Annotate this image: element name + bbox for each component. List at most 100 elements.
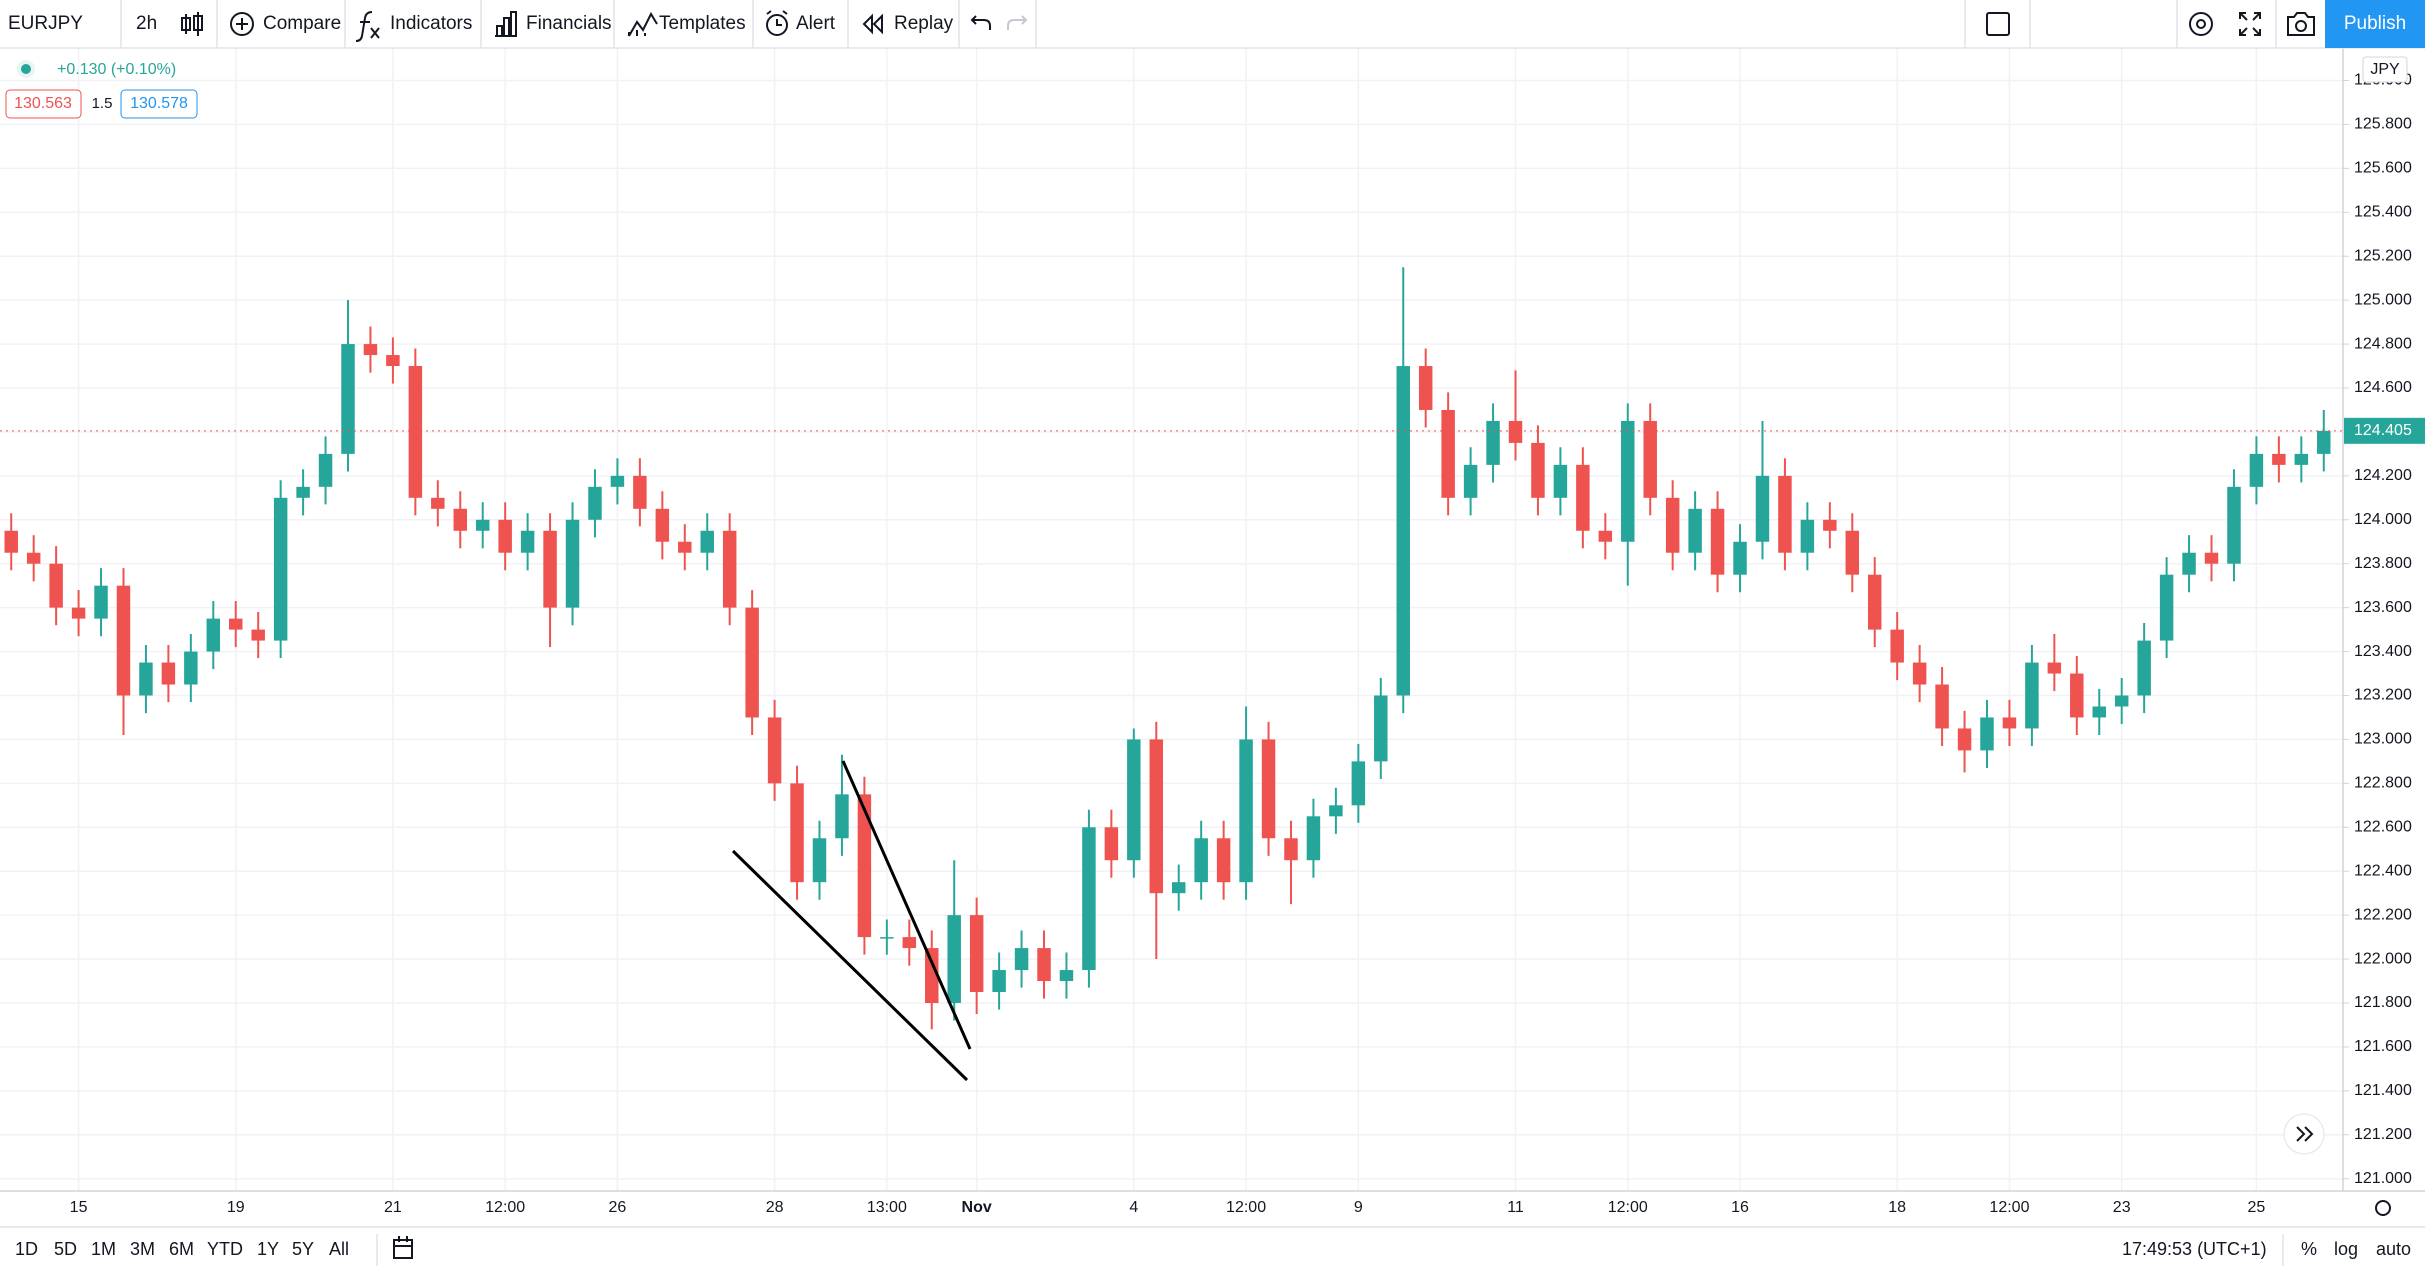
settings-icon[interactable] xyxy=(2189,12,2213,36)
candle-body xyxy=(1890,629,1904,663)
range-button[interactable]: 6M xyxy=(169,1239,194,1259)
candle-body xyxy=(2317,430,2331,454)
interval[interactable]: 2h xyxy=(136,13,157,34)
candle-body xyxy=(1912,662,1927,685)
candle-body xyxy=(1306,816,1321,861)
undo-icon[interactable] xyxy=(970,15,991,30)
x-tick-label: 21 xyxy=(384,1199,402,1216)
trend-line[interactable] xyxy=(731,849,969,1082)
buy-box[interactable] xyxy=(120,89,198,119)
log-toggle[interactable]: log xyxy=(2334,1239,2358,1259)
redo-icon[interactable] xyxy=(1007,15,1028,30)
x-tick-label: 12:00 xyxy=(1608,1199,1648,1216)
alert-icon[interactable] xyxy=(766,14,788,36)
candle-body xyxy=(71,607,86,619)
x-tick-label: 15 xyxy=(70,1199,88,1216)
candle-body xyxy=(947,915,961,1003)
y-tick-label: 123.600 xyxy=(2354,599,2412,616)
range-button[interactable]: All xyxy=(329,1239,349,1259)
candle-body xyxy=(1733,541,1747,575)
x-tick-label: 9 xyxy=(1354,1199,1363,1216)
sell-price[interactable]: 130.563 xyxy=(14,95,72,112)
candle-body xyxy=(1823,519,1837,531)
candle-body xyxy=(2227,486,2241,564)
indicators-button[interactable]: Indicators xyxy=(390,13,472,34)
camera-icon[interactable] xyxy=(2287,12,2315,36)
candle-body xyxy=(835,794,849,839)
candle-body xyxy=(1239,739,1253,883)
range-button[interactable]: 5D xyxy=(54,1239,77,1259)
candle-body xyxy=(408,366,423,498)
x-tick-label: 28 xyxy=(766,1199,784,1216)
compare-icon[interactable] xyxy=(230,12,254,36)
layout-icon[interactable] xyxy=(1986,12,2010,36)
chart-type-icon[interactable] xyxy=(181,12,203,36)
y-tick-label: 123.800 xyxy=(2354,555,2412,572)
x-tick-label: 23 xyxy=(2113,1199,2131,1216)
candle-body xyxy=(1868,574,1882,630)
replay-button[interactable]: Replay xyxy=(894,13,954,34)
candle-body xyxy=(94,585,108,619)
candle-body xyxy=(1845,530,1860,575)
candle-body xyxy=(1980,717,1994,751)
candle-body xyxy=(2159,574,2174,641)
templates-button[interactable]: Templates xyxy=(659,13,746,34)
goto-date-icon[interactable] xyxy=(393,1236,413,1259)
candle-body xyxy=(1104,827,1119,861)
candle-body xyxy=(745,607,759,718)
publish-button[interactable] xyxy=(2325,0,2425,48)
financials-button[interactable]: Financials xyxy=(526,13,612,34)
clock: 17:49:53 (UTC+1) xyxy=(2122,1239,2267,1259)
candle-body xyxy=(1441,409,1455,498)
candle-body xyxy=(1621,420,1635,542)
sell-box[interactable] xyxy=(5,89,82,119)
candle-body xyxy=(341,344,355,454)
alert-button[interactable]: Alert xyxy=(796,13,836,34)
range-button[interactable]: 5Y xyxy=(292,1239,314,1259)
candle-body xyxy=(139,662,153,696)
candle-body xyxy=(475,519,490,531)
replay-icon[interactable] xyxy=(862,13,883,35)
candle-body xyxy=(1665,497,1680,553)
publish-label[interactable]: Publish xyxy=(2344,13,2406,34)
candle-body xyxy=(2294,453,2309,465)
templates-icon[interactable] xyxy=(628,11,658,37)
candle-body xyxy=(1508,420,1523,443)
symbol[interactable]: EURJPY xyxy=(8,13,83,34)
range-button[interactable]: 3M xyxy=(130,1239,155,1259)
candle-body xyxy=(2182,552,2196,575)
candle-body xyxy=(1778,475,1792,553)
indicators-icon[interactable] xyxy=(355,11,380,42)
y-tick-label: 125.200 xyxy=(2354,247,2412,264)
candle-body xyxy=(678,541,692,553)
candle-body xyxy=(633,475,647,509)
gear-icon[interactable] xyxy=(2375,1200,2391,1216)
candle-body xyxy=(2002,717,2017,729)
axis-settings[interactable] xyxy=(2375,1200,2391,1216)
range-button[interactable]: YTD xyxy=(207,1239,243,1259)
candle-body xyxy=(655,508,670,542)
currency-label: JPY xyxy=(2370,61,2400,78)
x-tick-label: 12:00 xyxy=(485,1199,525,1216)
price-axis[interactable] xyxy=(2343,48,2425,1191)
candle-body xyxy=(1755,475,1770,542)
range-button[interactable]: 1M xyxy=(91,1239,116,1259)
percent-toggle[interactable]: % xyxy=(2301,1239,2317,1259)
fullscreen-icon[interactable] xyxy=(2239,12,2261,36)
trend-line[interactable] xyxy=(841,760,972,1050)
price-change: +0.130 (+0.10%) xyxy=(57,61,176,78)
camera-lens xyxy=(2295,20,2307,32)
compare-button[interactable]: Compare xyxy=(263,13,341,34)
range-button[interactable]: 1D xyxy=(15,1239,38,1259)
y-tick-label: 125.800 xyxy=(2354,116,2412,133)
auto-toggle[interactable]: auto xyxy=(2376,1239,2411,1259)
candle-body xyxy=(1576,464,1590,531)
range-button[interactable]: 1Y xyxy=(257,1239,279,1259)
financials-icon[interactable] xyxy=(495,11,517,37)
toolbar xyxy=(0,0,2425,48)
buy-price[interactable]: 130.578 xyxy=(130,95,188,112)
candle-body xyxy=(880,937,894,939)
candle-body xyxy=(767,717,782,784)
